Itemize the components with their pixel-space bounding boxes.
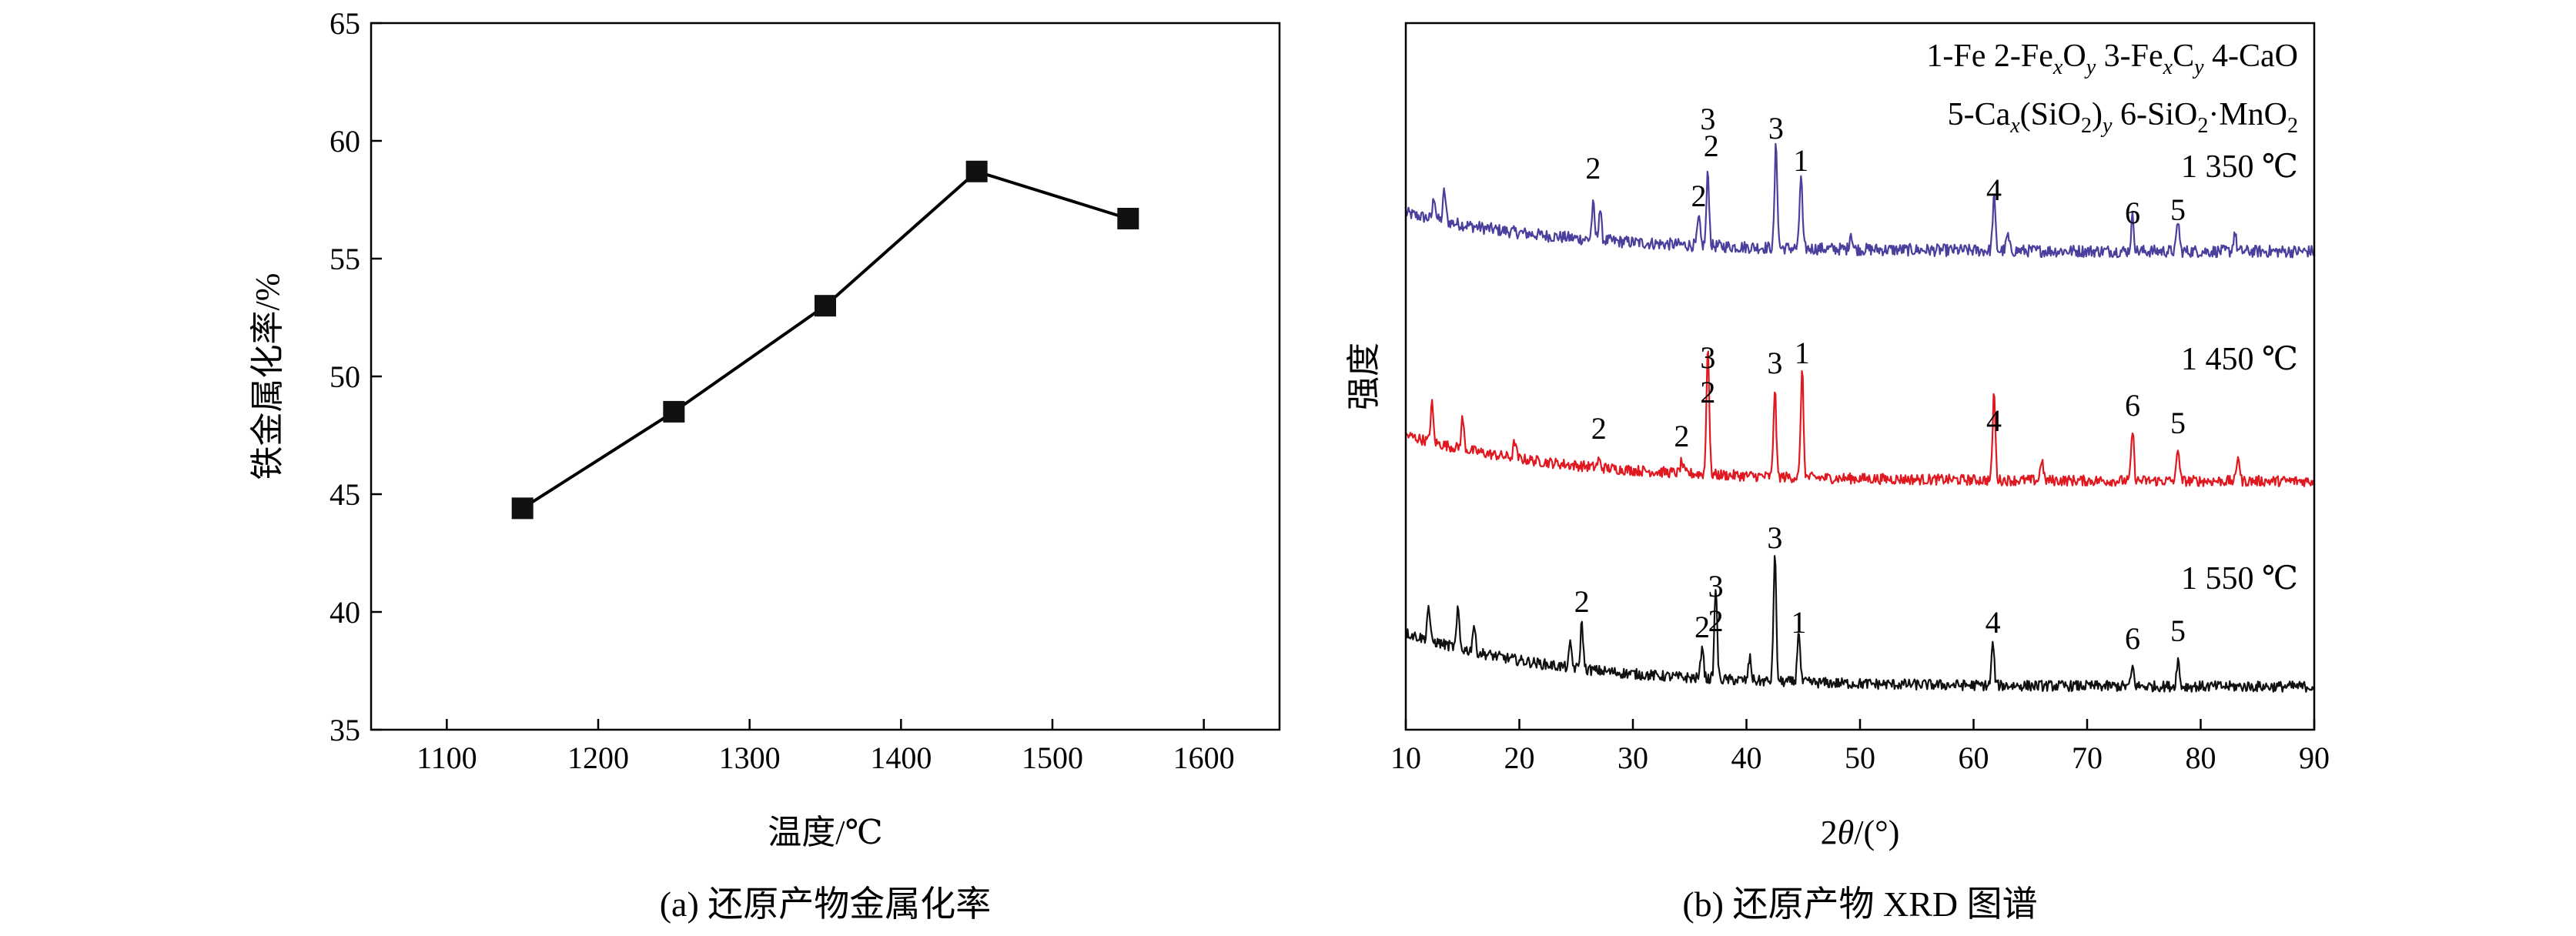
chart-a-x-tick-label: 1200 [567, 740, 629, 775]
chart-a-y-tick-label: 50 [330, 359, 360, 394]
chart-b-peak-label: 2 [1691, 179, 1707, 213]
chart-a-data-point [965, 160, 988, 182]
chart-b-x-axis-label: 2θ/(°) [1821, 814, 1900, 851]
chart-b-peak-label: 2 [1704, 129, 1719, 163]
chart-b-ticks: 10 20 30 40 50 60 70 80 90 [1390, 719, 2330, 775]
chart-a-caption: (a) 还原产物金属化率 [660, 884, 992, 924]
chart-b-x-tick-label: 70 [2072, 740, 2103, 775]
chart-b-peak-label: 2 [1694, 610, 1710, 644]
chart-b-peak-label: 5 [2170, 406, 2186, 440]
chart-b-series [1406, 142, 2314, 693]
chart-a-plot-frame [370, 22, 1281, 731]
chart-a-series-line [521, 169, 1129, 510]
chart-a-data-point [663, 400, 685, 423]
chart-b-series-name: 1 350 ℃ [2181, 149, 2298, 185]
chart-b-peak-label: 5 [2170, 192, 2186, 227]
chart-b-peak-label: 2 [1591, 411, 1607, 446]
chart-b-peak-label: 6 [2125, 621, 2140, 656]
legend-line-2: 5-Cax(SiO2)y 6-SiO2·MnO2 [1948, 97, 2298, 138]
chart-a-x-tick-label: 1500 [1022, 740, 1083, 775]
chart-b-peak-label: 1 [1795, 336, 1810, 370]
legend-line-1: 1-Fe 2-FexOy 3-FexCy 4-CaO [1926, 38, 2298, 79]
chart-a-markers [511, 160, 1139, 520]
chart-b-y-axis-label: 强度 [1345, 343, 1383, 410]
chart-b-peak-label: 6 [2125, 196, 2140, 230]
chart-a-y-tick-label: 55 [330, 242, 360, 276]
chart-b-peak-label: 4 [1986, 403, 2002, 438]
chart-a-x-tick-label: 1400 [870, 740, 932, 775]
chart-b-x-tick-label: 60 [1959, 740, 1989, 775]
chart-b-series-names: 1 350 ℃ 1 450 ℃ 1 550 ℃ [2181, 149, 2298, 597]
chart-b-peak-label: 3 [1700, 340, 1715, 375]
chart-b-series-trace [1406, 350, 2314, 487]
chart-b-peak-label: 3 [1767, 346, 1782, 380]
chart-b-caption: (b) 还原产物 XRD 图谱 [1682, 884, 2037, 924]
chart-b-peak-label: 3 [1768, 111, 1784, 145]
chart-b-peak-label: 4 [1986, 172, 2002, 207]
chart-b-peak-label: 2 [1708, 603, 1724, 638]
chart-b-peak-label: 6 [2125, 388, 2140, 423]
chart-b-legend: 1-Fe 2-FexOy 3-FexCy 4-CaO 5-Cax(SiO2)y … [1926, 38, 2298, 138]
chart-a-y-tick-label: 40 [330, 595, 360, 630]
chart-a-data-point [815, 295, 836, 317]
chart-b-series-trace [1406, 555, 2314, 693]
chart-a: 1100 1200 1300 1400 1500 1600 35 40 45 50 55 60 65 温… [249, 6, 1281, 924]
chart-b-x-tick-label: 20 [1504, 740, 1535, 775]
chart-a-x-axis-label: 温度/℃ [768, 814, 882, 851]
chart-a-y-tick-label: 60 [330, 124, 360, 159]
chart-a-y-tick-label: 65 [330, 6, 360, 41]
chart-a-y-tick-label: 45 [330, 477, 360, 512]
chart-a-data-point [1117, 207, 1139, 229]
chart-b-peak-label: 4 [1986, 605, 2001, 640]
chart-b-x-tick-label: 40 [1731, 740, 1762, 775]
chart-b-peak-label: 2 [1700, 375, 1715, 410]
chart-b-peak-label: 5 [2170, 613, 2186, 648]
chart-b-series-trace [1406, 142, 2314, 259]
chart-a-y-tick-label: 35 [330, 713, 360, 747]
chart-b-peak-label: 1 [1791, 605, 1806, 640]
chart-a-data-point [511, 497, 534, 520]
chart-b-peak-label: 2 [1585, 151, 1601, 186]
chart-b-peak-label: 3 [1700, 102, 1715, 136]
chart-a-y-axis-label: 铁金属化率/% [249, 273, 286, 480]
chart-b-series-name: 1 550 ℃ [2181, 561, 2298, 597]
chart-a-ticks: 1100 1200 1300 1400 1500 1600 35 40 45 50 55 60 65 [330, 6, 1235, 775]
chart-b-peak-label: 2 [1574, 584, 1590, 619]
chart-b-peak-label: 3 [1708, 569, 1724, 603]
chart-b-x-tick-label: 30 [1618, 740, 1648, 775]
chart-b-peak-label: 1 [1793, 143, 1808, 178]
chart-b-x-tick-label: 50 [1845, 740, 1875, 775]
chart-b-peak-label: 2 [1674, 419, 1689, 453]
chart-b-series-name: 1 450 ℃ [2181, 342, 2298, 377]
chart-a-x-tick-label: 1300 [719, 740, 781, 775]
chart-a-x-tick-label: 1100 [417, 740, 477, 775]
chart-b-peak-label: 3 [1767, 520, 1782, 555]
chart-b-x-tick-label: 90 [2299, 740, 2330, 775]
chart-b-x-tick-label: 10 [1390, 740, 1421, 775]
chart-b-x-tick-label: 80 [2186, 740, 2216, 775]
chart-a-x-tick-label: 1600 [1173, 740, 1235, 775]
